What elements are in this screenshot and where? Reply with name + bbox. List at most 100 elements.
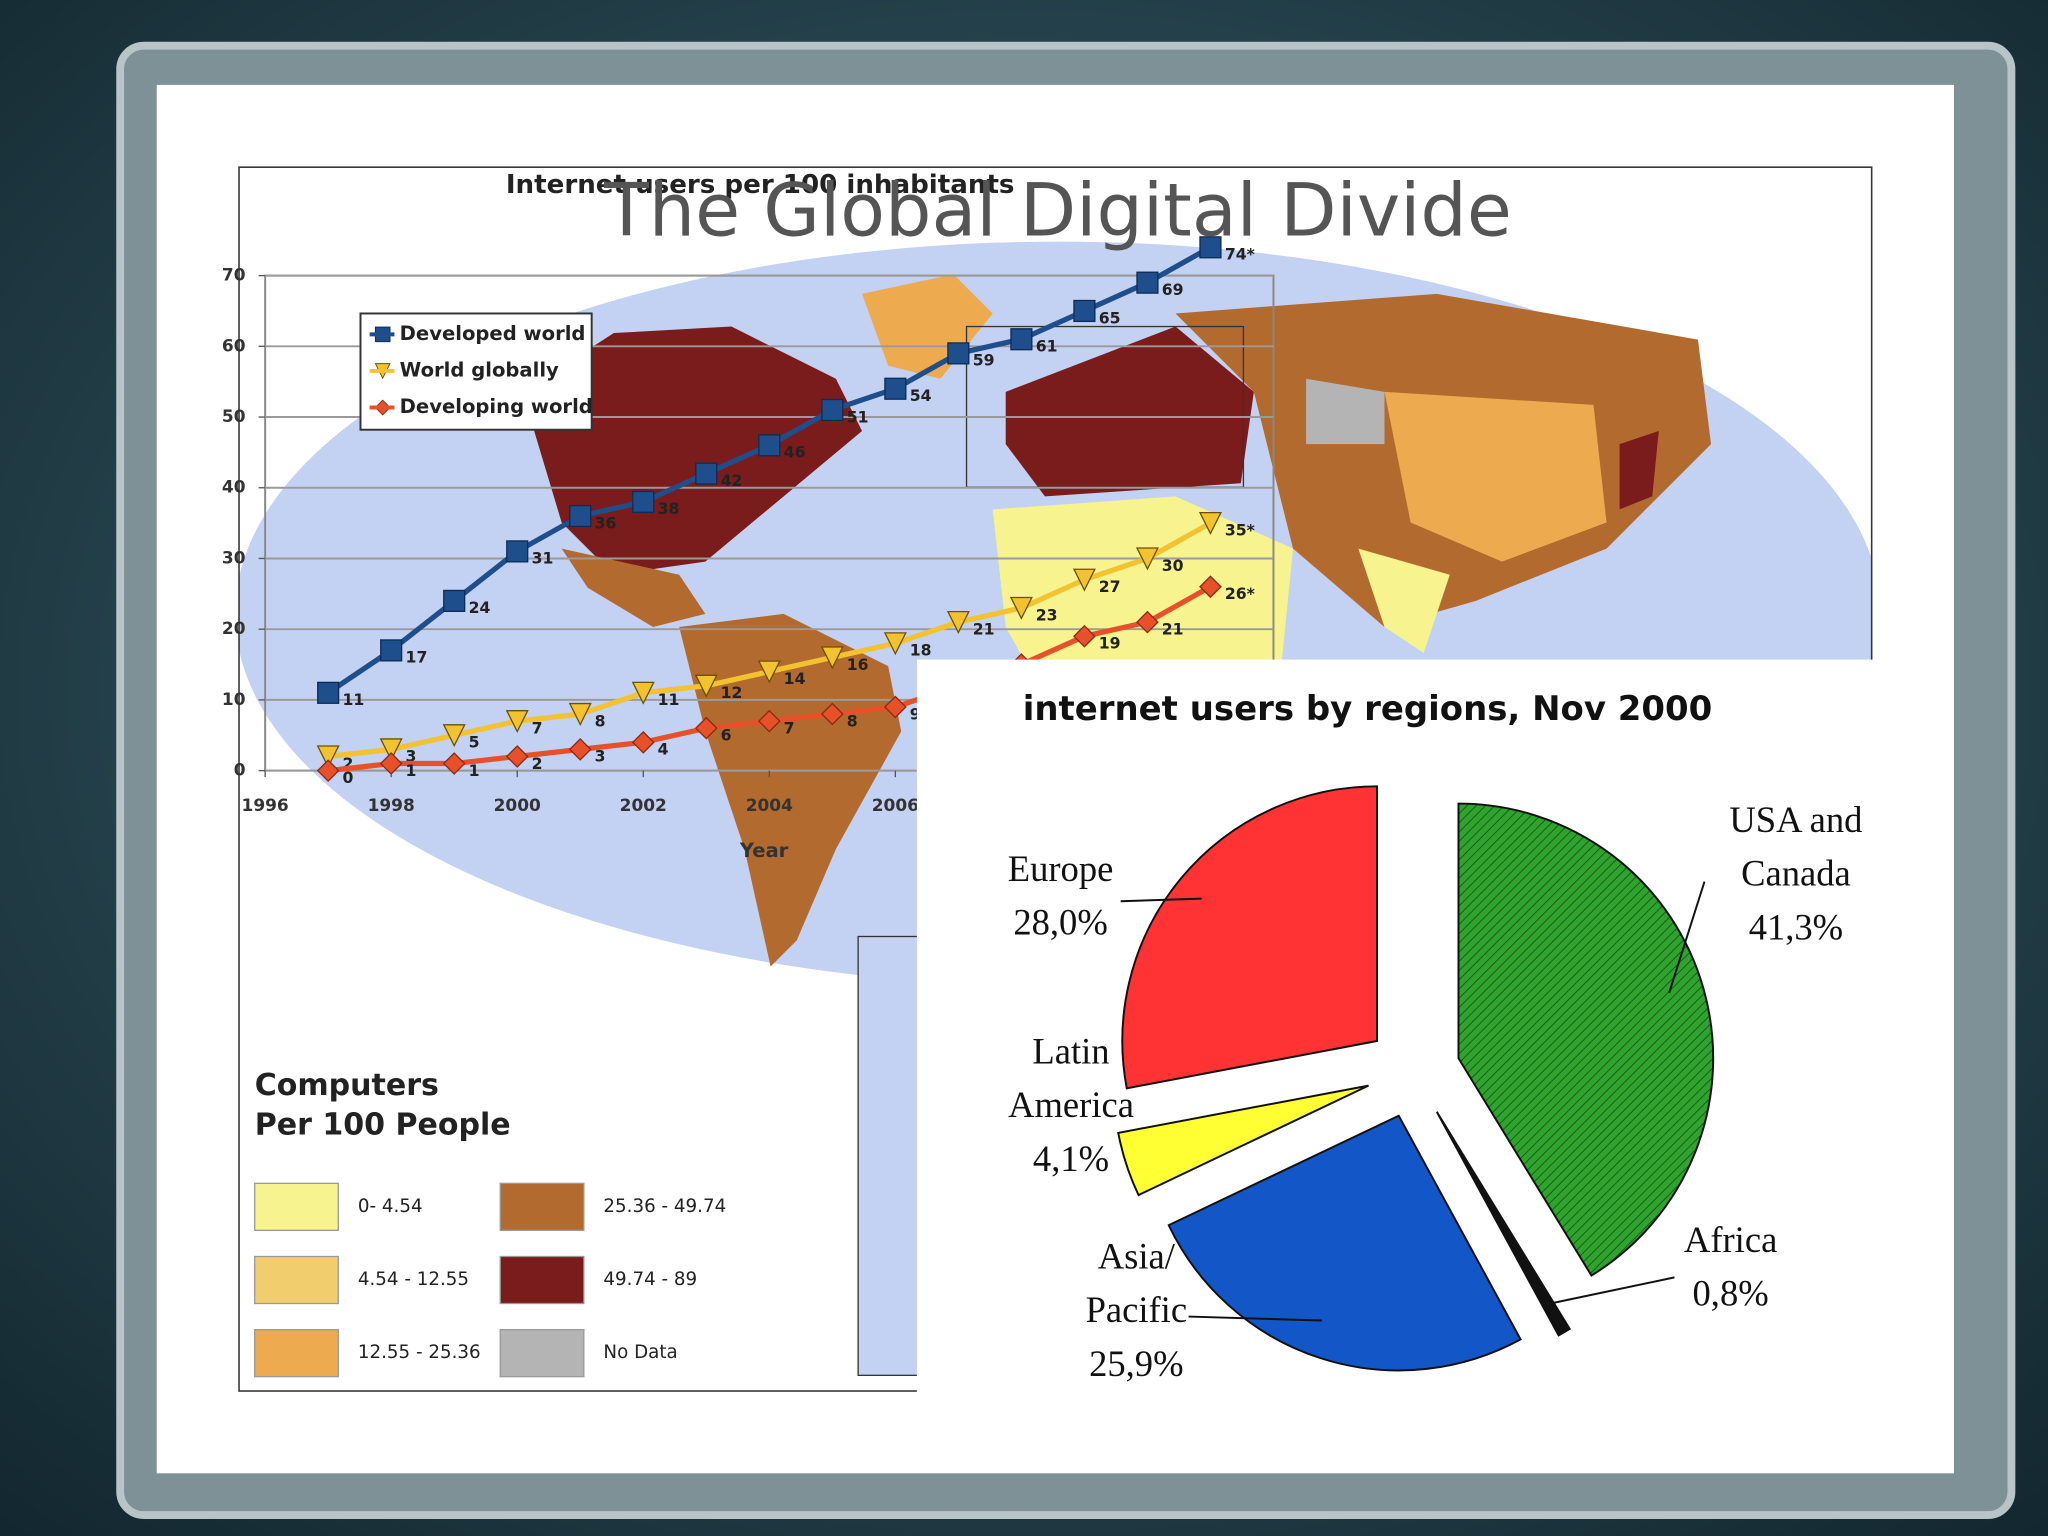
data-label: 16	[847, 655, 869, 674]
point	[1136, 610, 1159, 634]
data-label: 23	[1036, 605, 1058, 624]
china	[1384, 391, 1607, 562]
legend-label: 12.55 - 25.36	[358, 1342, 481, 1363]
legend-label: 49.74 - 89	[603, 1269, 697, 1290]
point	[946, 611, 970, 635]
data-label: 2	[343, 754, 354, 773]
legend-swatch	[499, 1328, 585, 1378]
data-label: 31	[532, 549, 554, 568]
south-america	[679, 613, 902, 967]
slice-label: USA and Canada	[1729, 800, 1862, 895]
slice-label: Asia/Pacific	[1086, 1236, 1188, 1331]
point	[1073, 299, 1096, 323]
point	[442, 752, 466, 775]
data-label: 2	[532, 754, 543, 773]
data-label: 24	[469, 598, 491, 617]
leader-line	[1120, 897, 1202, 903]
legend-label: World globally	[400, 358, 559, 381]
data-label: 11	[343, 690, 365, 709]
data-label: 5	[469, 733, 480, 752]
legend-swatch	[254, 1328, 339, 1378]
point	[883, 695, 907, 719]
point	[505, 710, 529, 734]
chart-title: Internet users per 100 inhabitants	[506, 170, 1015, 200]
y-tick-label: 20	[222, 619, 246, 639]
y-tick-label: 30	[222, 548, 246, 568]
point	[379, 738, 403, 762]
data-label: 8	[595, 711, 606, 730]
point	[1136, 271, 1159, 294]
y-tick-label: 10	[222, 690, 246, 710]
point	[820, 646, 844, 670]
y-tick-label: 50	[222, 407, 246, 427]
legend-swatch	[254, 1182, 339, 1232]
data-label: 30	[1162, 556, 1184, 575]
legend-label: 4.54 - 12.55	[358, 1269, 469, 1290]
point	[1199, 236, 1222, 259]
europe	[1005, 326, 1254, 497]
slice-value-label: 4,1%	[1033, 1138, 1109, 1179]
leader-line	[1188, 1315, 1322, 1322]
data-label: 11	[658, 690, 680, 709]
point	[695, 462, 718, 485]
point	[694, 674, 718, 698]
pie-slice	[1457, 802, 1715, 1277]
data-label: 7	[784, 718, 795, 737]
data-label: 65	[1099, 308, 1121, 327]
point	[443, 589, 466, 612]
map-legend-title: Per 100 People	[255, 1107, 511, 1142]
data-label: 38	[658, 499, 680, 518]
point	[568, 738, 592, 761]
point	[947, 342, 970, 365]
japan	[1619, 431, 1659, 510]
y-tick-label: 0	[234, 761, 246, 781]
point	[316, 759, 340, 782]
data-label: 46	[784, 443, 806, 462]
leader-line	[1668, 881, 1706, 993]
legend-label: Developing world	[400, 395, 593, 418]
slice-label: Latin America	[1008, 1031, 1134, 1126]
legend-label: 25.36 - 49.74	[603, 1196, 726, 1217]
data-label: 8	[847, 711, 858, 730]
x-tick-label: 2002	[620, 796, 667, 816]
data-label: 4	[658, 740, 669, 759]
point	[1073, 624, 1096, 648]
y-tick-label: 70	[222, 266, 246, 286]
point	[1010, 328, 1033, 351]
point	[757, 709, 781, 733]
slice-value-label: 25,9%	[1089, 1343, 1183, 1384]
pie-slice	[1117, 1084, 1369, 1197]
data-label: 6	[721, 726, 732, 745]
legend-label: No Data	[603, 1342, 677, 1363]
pie-slice	[1167, 1114, 1522, 1372]
map-legend-title: Computers	[255, 1068, 439, 1103]
data-label: 1	[469, 761, 480, 780]
data-label: 42	[721, 471, 743, 490]
data-label: 21	[973, 619, 995, 638]
data-label: 51	[847, 407, 869, 426]
data-label: 61	[1036, 337, 1058, 356]
y-tick-label: 60	[222, 336, 246, 356]
point	[316, 745, 340, 769]
data-label: 36	[595, 513, 617, 532]
point	[442, 724, 466, 748]
data-label: 54	[910, 386, 932, 405]
point	[569, 504, 592, 528]
x-tick-label: 1998	[368, 796, 415, 816]
legend-label: 0- 4.54	[358, 1196, 423, 1217]
data-label: 27	[1099, 577, 1121, 596]
point	[1135, 547, 1159, 571]
point	[694, 716, 718, 740]
point	[1072, 568, 1096, 592]
chart-title: internet users by regions, Nov 2000	[1023, 689, 1713, 729]
central-america	[561, 548, 706, 627]
point	[757, 660, 781, 684]
slide-title: The Global Digital Divide	[603, 169, 1512, 254]
point	[632, 490, 655, 513]
point	[1199, 575, 1222, 599]
point	[380, 639, 403, 662]
x-axis-label: Year	[739, 839, 789, 862]
data-label: 19	[1099, 634, 1121, 653]
point	[1198, 511, 1222, 536]
